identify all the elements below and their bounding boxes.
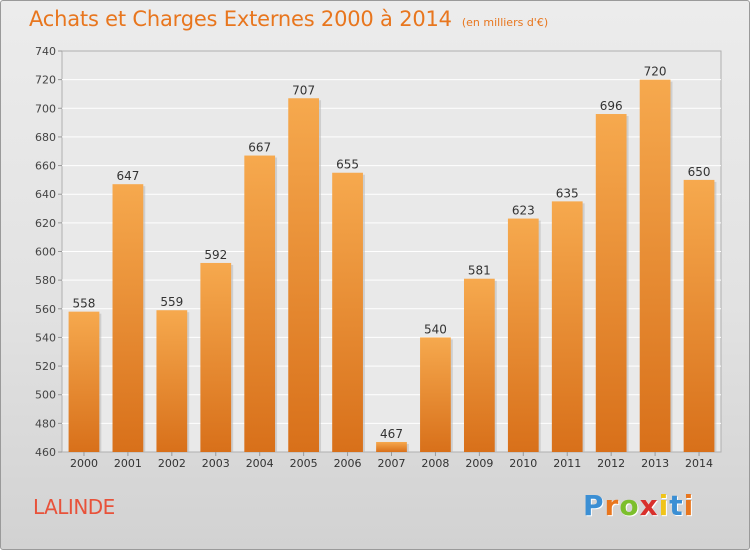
- y-tick-label: 540: [35, 331, 56, 344]
- data-label: 559: [160, 295, 183, 309]
- x-tick-label: 2011: [553, 457, 581, 470]
- bar: [507, 218, 539, 452]
- x-tick-label: 2010: [509, 457, 537, 470]
- x-tick-label: 2007: [378, 457, 406, 470]
- data-label: 558: [73, 297, 96, 311]
- y-tick-label: 560: [35, 303, 56, 316]
- data-label: 650: [688, 165, 711, 179]
- bar: [463, 278, 495, 452]
- logo-letter: o: [619, 489, 640, 522]
- bars: [68, 79, 717, 453]
- data-label: 581: [468, 264, 491, 278]
- bar: [683, 179, 715, 452]
- y-tick-label: 720: [35, 74, 56, 87]
- logo-letter: i: [658, 489, 670, 522]
- logo-letter: t: [669, 489, 684, 522]
- data-label: 667: [248, 141, 271, 155]
- bar: [639, 79, 671, 453]
- x-tick-label: 2008: [421, 457, 449, 470]
- commune-name: LALINDE: [33, 495, 115, 519]
- x-axis: 2000 2001 2002 2003 2004 2005 2006 2007 2008 2009…: [70, 452, 713, 470]
- x-tick-label: 2002: [158, 457, 186, 470]
- x-tick-label: 2001: [114, 457, 142, 470]
- data-label: 623: [512, 204, 535, 218]
- data-label: 655: [336, 158, 359, 172]
- bar: [156, 310, 188, 452]
- logo-letter: r: [604, 489, 620, 522]
- data-label: 540: [424, 322, 447, 336]
- bar: [200, 262, 232, 452]
- y-axis: 460 480 500 520 540 560 580 600 620 640 660 680 700 7…: [35, 45, 62, 459]
- data-label: 467: [380, 427, 403, 441]
- y-tick-label: 500: [35, 389, 56, 402]
- data-label: 696: [600, 99, 623, 113]
- data-label: 647: [116, 169, 139, 183]
- data-label: 592: [204, 248, 227, 262]
- chart-title: Achats et Charges Externes 2000 à 2014 (e…: [29, 7, 548, 31]
- x-tick-label: 2012: [597, 457, 625, 470]
- y-tick-label: 640: [35, 188, 56, 201]
- bar: [595, 114, 627, 452]
- y-tick-label: 620: [35, 217, 56, 230]
- x-tick-label: 2003: [202, 457, 230, 470]
- y-tick-label: 520: [35, 360, 56, 373]
- x-tick-label: 2000: [70, 457, 98, 470]
- y-tick-label: 580: [35, 274, 56, 287]
- x-tick-label: 2014: [685, 457, 713, 470]
- bar: [420, 337, 451, 452]
- bar: [376, 441, 407, 452]
- y-tick-label: 460: [35, 446, 56, 459]
- chart-title-text: Achats et Charges Externes 2000 à 2014: [29, 7, 452, 31]
- data-labels: 558 647 559 592 667 707 655 467 540 581 623 635 696 7…: [73, 65, 711, 441]
- y-tick-label: 740: [35, 45, 56, 58]
- data-label: 635: [556, 186, 579, 200]
- logo-letter: P: [583, 489, 605, 522]
- bar: [551, 201, 583, 452]
- x-tick-label: 2004: [246, 457, 274, 470]
- x-tick-label: 2006: [334, 457, 362, 470]
- bar: [244, 155, 276, 452]
- y-tick-label: 660: [35, 160, 56, 173]
- bar: [112, 184, 144, 453]
- data-label: 707: [292, 83, 315, 97]
- chart-subtitle: (en milliers d'€): [461, 16, 549, 29]
- bar: [68, 311, 100, 452]
- x-tick-label: 2009: [465, 457, 493, 470]
- x-tick-label: 2005: [290, 457, 318, 470]
- bar: [288, 98, 320, 452]
- y-tick-label: 600: [35, 246, 56, 259]
- logo-letter: x: [639, 489, 659, 522]
- logo-letter: i: [683, 489, 695, 522]
- proxiti-logo: Proxiti: [583, 489, 694, 522]
- y-tick-label: 480: [35, 417, 56, 430]
- y-tick-label: 680: [35, 131, 56, 144]
- y-tick-label: 700: [35, 102, 56, 115]
- bar: [332, 172, 363, 452]
- data-label: 720: [644, 65, 667, 79]
- x-tick-label: 2013: [641, 457, 669, 470]
